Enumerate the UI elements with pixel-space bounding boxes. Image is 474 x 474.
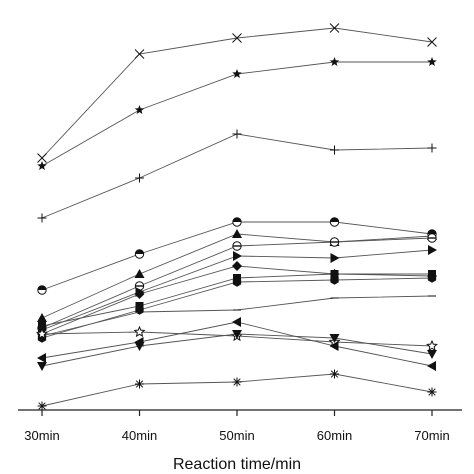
data-point-star-4 [329, 57, 340, 67]
data-point-circle-dash-5 [427, 233, 437, 243]
data-point-triangle-up-3 [232, 229, 242, 238]
series-triangle-down [37, 330, 437, 371]
x-tick-label: 50min [219, 428, 254, 443]
data-point-x-1 [37, 153, 47, 163]
data-point-x-5 [427, 37, 437, 47]
data-point-triangle-right-4 [330, 253, 340, 263]
data-point-triangle-right-5 [428, 245, 437, 255]
series-line-hexagon [41, 277, 433, 339]
data-point-triangle-up-2 [134, 269, 145, 278]
data-point-hexagon-5 [427, 273, 437, 283]
series-star [37, 57, 437, 171]
data-point-star-2 [134, 105, 145, 115]
series-x [37, 23, 437, 163]
data-point-triangle-down-4 [329, 334, 340, 343]
data-point-asterisk-4 [330, 369, 339, 379]
data-point-star-5 [427, 57, 437, 67]
data-point-x-3 [232, 33, 242, 43]
data-point-star-outline-1 [36, 327, 48, 340]
data-point-hexagon-3 [232, 277, 242, 287]
data-point-star-outline-2 [133, 325, 146, 338]
data-point-triangle-left-1 [37, 353, 46, 363]
data-point-square-1 [38, 322, 46, 330]
data-point-hexagon-4 [330, 275, 339, 285]
x-tick-label: 30min [24, 428, 59, 443]
data-point-star-1 [37, 161, 47, 171]
data-point-plus-1 [37, 213, 47, 223]
x-tick-label: 60min [317, 428, 352, 443]
series-line-star [41, 61, 432, 167]
data-point-plus-3 [232, 129, 242, 139]
data-point-half-circle-1 [37, 285, 47, 295]
data-point-plus-5 [427, 143, 437, 153]
x-tick-label: 70min [414, 428, 449, 443]
x-ticks: 30min 40min 50min 60min 70min [24, 410, 450, 443]
data-point-half-circle-4 [329, 217, 340, 227]
data-point-triangle-down-1 [37, 362, 47, 371]
data-point-triangle-down-3 [232, 330, 242, 339]
data-point-star-outline-5 [426, 339, 438, 352]
series-line-plus [41, 133, 433, 219]
series-plus [37, 129, 437, 223]
data-point-triangle-left-5 [427, 361, 436, 371]
series-asterisk [37, 369, 437, 411]
data-point-asterisk-3 [232, 377, 242, 387]
data-point-triangle-down-2 [134, 342, 145, 351]
data-point-star-3 [232, 69, 242, 79]
data-point-diamond-2 [134, 289, 145, 299]
series-triangle-left [37, 317, 436, 371]
data-point-triangle-down-5 [427, 350, 437, 359]
data-point-triangle-left-3 [232, 317, 241, 327]
data-point-half-circle-2 [134, 249, 145, 259]
data-point-triangle-left-4 [329, 341, 339, 351]
data-point-half-circle-3 [232, 217, 242, 227]
x-axis-title: Reaction time/min [173, 456, 301, 473]
data-point-plus-4 [330, 145, 339, 155]
data-point-asterisk-1 [37, 401, 47, 411]
data-point-square-4 [330, 270, 339, 278]
data-point-asterisk-2 [135, 379, 144, 389]
data-point-plus-2 [135, 173, 144, 183]
x-tick-label: 40min [122, 428, 157, 443]
data-point-triangle-up-1 [37, 313, 47, 322]
data-point-triangle-right-3 [233, 251, 242, 261]
data-point-asterisk-5 [427, 387, 437, 397]
series-diamond [37, 261, 437, 339]
data-point-x-2 [134, 49, 145, 59]
data-point-circle-dash-3 [232, 241, 242, 251]
data-point-diamond-3 [232, 261, 242, 271]
data-point-circle-dash-4 [329, 237, 340, 247]
data-point-x-4 [329, 23, 340, 33]
series-layer [36, 23, 438, 411]
